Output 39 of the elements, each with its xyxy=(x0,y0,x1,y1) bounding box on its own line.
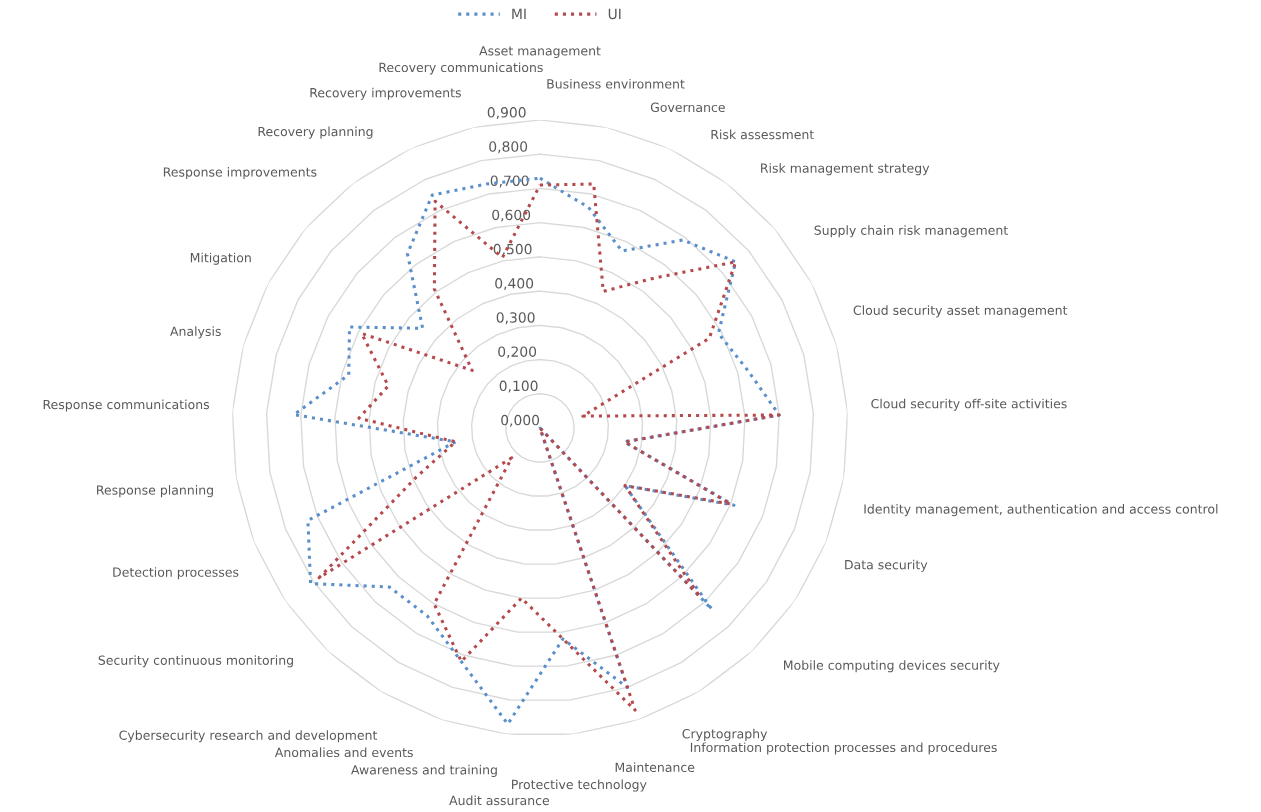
y-tick-label: 0,000 xyxy=(501,414,540,427)
spoke-label: Detection processes xyxy=(113,567,239,580)
spoke-label: Analysis xyxy=(170,326,221,339)
spoke-label: Risk management strategy xyxy=(761,163,930,176)
spoke-label: Risk assessment xyxy=(711,129,814,140)
spoke-label: Response planning xyxy=(97,485,213,498)
spoke-label: Audit assurance xyxy=(449,795,550,806)
y-tick-label: 0,600 xyxy=(492,209,531,222)
spoke-label: Response improvements xyxy=(163,167,317,180)
spoke-label: Cloud security asset management xyxy=(853,305,1068,318)
y-tick-label: 0,200 xyxy=(498,346,537,359)
spoke-label: Information protection processes and procedures xyxy=(690,742,997,755)
spoke-label: Cybersecurity research and development xyxy=(119,730,378,743)
y-tick-label: 0,300 xyxy=(496,312,535,325)
spoke-label: Supply chain risk management xyxy=(814,225,1008,238)
spoke-label: Recovery planning xyxy=(258,126,373,139)
spoke-label: Mitigation xyxy=(190,252,251,265)
spoke-label: Governance xyxy=(650,102,725,113)
spoke-label: Maintenance xyxy=(615,762,695,773)
spoke-label: Data security xyxy=(845,559,928,572)
spoke-label: Asset management xyxy=(479,46,601,58)
spoke-label: Cloud security off-site activities xyxy=(871,398,1067,411)
y-tick-label: 0,400 xyxy=(495,278,534,290)
spoke-label: Response communications xyxy=(43,399,210,412)
y-tick-label: 0,800 xyxy=(489,141,528,154)
spoke-label: Mobile computing devices security xyxy=(783,660,1000,673)
spoke-label: Business environment xyxy=(547,78,685,89)
spoke-label: Cryptography xyxy=(682,728,768,741)
legend-label: MI xyxy=(512,8,526,19)
spoke-label: Recovery communications xyxy=(379,62,543,75)
spoke-label: Awareness and training xyxy=(351,764,497,777)
y-tick-label: 0,900 xyxy=(487,107,526,120)
spoke-label: Security continuous monitoring xyxy=(98,655,293,668)
spoke-label: Recovery improvements xyxy=(310,87,461,100)
spoke-label: Protective technology xyxy=(512,779,647,792)
spoke-label: Identity management, authentication and access control xyxy=(864,504,1218,517)
legend-label: UI xyxy=(608,8,621,20)
spoke-label: Anomalies and events xyxy=(274,747,413,758)
y-tick-label: 0,100 xyxy=(499,380,538,393)
